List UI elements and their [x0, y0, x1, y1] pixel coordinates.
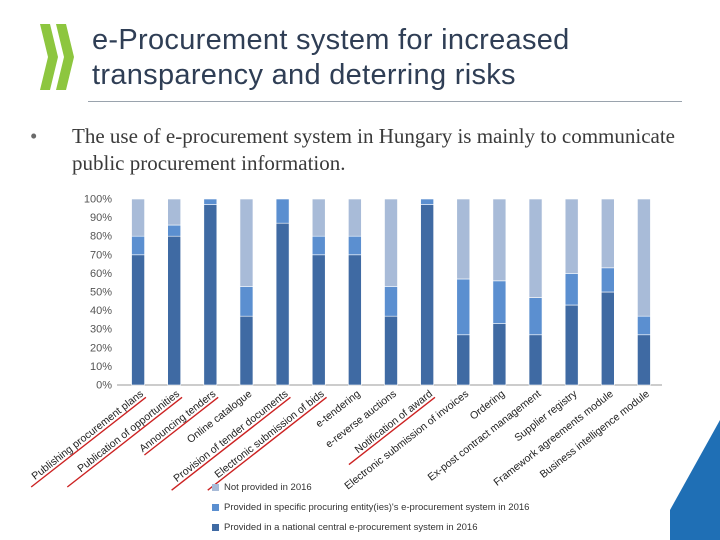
- bar-segment: [600, 198, 615, 269]
- bar-segment: [456, 198, 471, 280]
- bar-segment: [167, 224, 181, 237]
- bar-segment: [600, 291, 615, 386]
- y-tick-label: 70%: [90, 249, 112, 261]
- bar-segment: [528, 198, 543, 298]
- bar-segment: [131, 198, 145, 237]
- bar-segment: [637, 334, 651, 386]
- bar-segment: [564, 304, 579, 386]
- bar-segment: [492, 280, 507, 324]
- y-tick-label: 100%: [84, 194, 112, 206]
- highlight-underline: [348, 396, 436, 466]
- legend-swatch: [212, 504, 219, 511]
- bar-segment: [348, 198, 362, 237]
- bar-segment: [637, 315, 651, 336]
- legend-swatch: [212, 524, 219, 531]
- bar-segment: [131, 254, 145, 386]
- legend-label: Not provided in 2016: [224, 482, 312, 493]
- slide-title-line-1: e-Procurement system for increased: [92, 24, 570, 56]
- legend-swatch: [212, 484, 219, 491]
- bar-segment: [384, 315, 398, 386]
- bar-segment: [564, 273, 579, 306]
- bar-segment: [167, 198, 181, 226]
- oecd-logo-icon: [40, 24, 74, 90]
- bar-segment: [311, 254, 326, 386]
- y-tick-label: 0%: [96, 380, 112, 392]
- legend-label: Provided in a national central e-procure…: [224, 522, 477, 533]
- bar-segment: [239, 315, 254, 386]
- bar-segment: [492, 323, 507, 386]
- highlight-underline: [207, 396, 328, 491]
- stacked-bar-chart: 0%10%20%30%40%50%60%70%80%90%100%Publish…: [30, 194, 662, 533]
- bar-segment: [528, 297, 543, 336]
- bar-segment: [456, 278, 471, 336]
- legend-label: Provided in specific procuring entity(ie…: [224, 502, 529, 513]
- y-tick-label: 10%: [90, 361, 112, 373]
- bullet-marker: •: [30, 124, 38, 148]
- bar-segment: [564, 198, 579, 274]
- y-tick-label: 30%: [90, 324, 112, 336]
- bullet-text: The use of e-procurement system in Hunga…: [72, 124, 676, 175]
- bar-segment: [275, 222, 290, 386]
- highlight-underline: [66, 396, 183, 488]
- slide-title: e-Procurement system for increased trans…: [92, 23, 702, 93]
- y-tick-label: 80%: [90, 231, 112, 243]
- bar-segment: [131, 235, 145, 256]
- bar-segment: [203, 198, 218, 205]
- title-divider: [88, 101, 682, 102]
- bar-segment: [311, 235, 326, 256]
- bar-segment: [167, 235, 181, 386]
- bar-segment: [492, 198, 507, 282]
- highlight-underline: [171, 396, 291, 491]
- bar-segment: [348, 254, 362, 386]
- slide-title-line-2: transparency and deterring risks: [92, 59, 516, 91]
- highlight-underline: [143, 396, 219, 456]
- y-tick-label: 50%: [90, 287, 112, 299]
- bar-segment: [275, 198, 290, 224]
- y-tick-label: 90%: [90, 212, 112, 224]
- corner-decoration: [670, 420, 720, 540]
- highlight-underline: [30, 396, 147, 488]
- bar-segment: [203, 204, 218, 386]
- bar-segment: [239, 286, 254, 317]
- y-tick-label: 40%: [90, 305, 112, 317]
- bar-segment: [348, 235, 362, 256]
- bar-segment: [600, 267, 615, 293]
- bar-segment: [637, 198, 651, 317]
- bar-segment: [311, 198, 326, 237]
- bar-segment: [456, 334, 471, 386]
- bar-segment: [384, 286, 398, 317]
- bar-segment: [420, 198, 434, 205]
- bar-segment: [239, 198, 254, 287]
- bar-segment: [420, 204, 434, 386]
- y-tick-label: 20%: [90, 342, 112, 354]
- bar-segment: [528, 334, 543, 386]
- y-tick-label: 60%: [90, 268, 112, 280]
- bar-segment: [384, 198, 398, 287]
